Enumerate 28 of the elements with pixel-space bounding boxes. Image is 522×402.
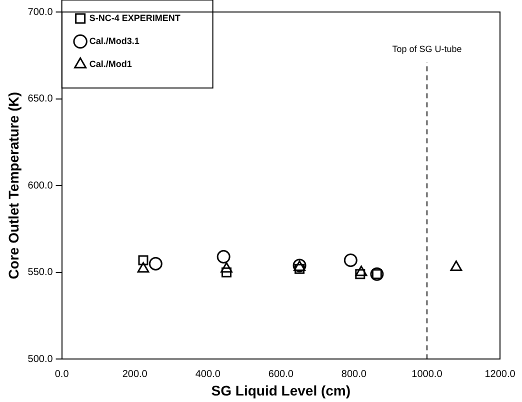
point — [220, 262, 232, 273]
point — [355, 266, 368, 276]
y-tick-label: 600.0 — [28, 180, 54, 192]
point — [148, 256, 162, 270]
point — [138, 255, 148, 266]
x-tick-label: 400.0 — [195, 368, 221, 380]
y-axis-title: Core Outlet Temperature (K) — [5, 92, 22, 280]
y-tick-label: 700.0 — [28, 6, 54, 18]
legend-label: S-NC-4 EXPERIMENT — [89, 12, 181, 23]
x-tick-label: 800.0 — [341, 368, 367, 380]
x-tick-label: 1200.0 — [484, 368, 516, 380]
point — [222, 267, 232, 278]
point — [344, 254, 358, 267]
point — [137, 262, 150, 273]
point — [355, 269, 366, 280]
point — [216, 250, 230, 264]
x-tick-label: 600.0 — [268, 368, 294, 380]
x-axis-title: SG Liquid Level (cm) — [211, 382, 351, 398]
legend-label: Cal./Mod1 — [89, 58, 132, 69]
ref-line-label: Top of SG U-tube — [392, 44, 462, 54]
legend-label: Cal./Mod3.1 — [89, 36, 140, 46]
y-tick-label: 650.0 — [28, 94, 54, 105]
point — [450, 260, 462, 271]
x-tick-label: 200.0 — [122, 368, 148, 380]
x-tick-label: 0.0 — [54, 368, 70, 380]
y-tick-label: 500.0 — [28, 354, 54, 365]
y-tick-label: 550.0 — [28, 267, 54, 278]
x-tick-label: 1000.0 — [412, 368, 443, 380]
